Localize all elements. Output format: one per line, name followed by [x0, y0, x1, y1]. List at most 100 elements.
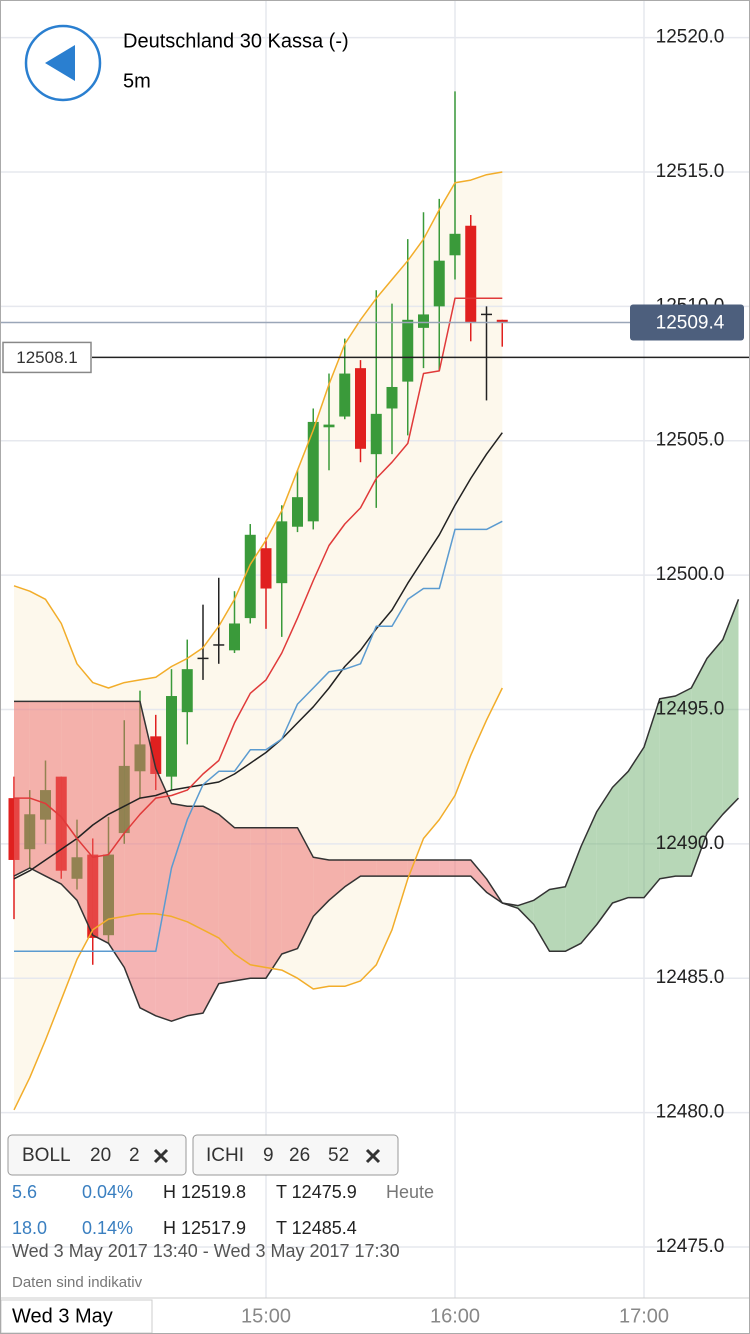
candle-body	[418, 314, 429, 328]
cloud-fill	[250, 827, 266, 979]
stat: H 12519.8	[163, 1182, 246, 1202]
cloud-fill	[565, 846, 581, 952]
note: Daten sind indikativ	[12, 1274, 143, 1291]
cloud-fill	[124, 701, 140, 1008]
cloud-fill	[29, 701, 46, 877]
date-label: Wed 3 May	[12, 1305, 113, 1327]
candle-body	[229, 623, 240, 651]
y-tick-label: 12500.0	[656, 564, 725, 585]
indicator-name: ICHI	[206, 1145, 244, 1166]
y-tick-label: 12480.0	[656, 1102, 725, 1123]
crosshair-box	[2, 341, 92, 374]
indicator-param: 20	[90, 1145, 111, 1166]
cloud-fill	[61, 701, 77, 901]
cloud-fill	[707, 639, 723, 834]
stat: T 12485.4	[276, 1218, 357, 1238]
cloud-fill	[92, 701, 109, 944]
candle-body	[386, 386, 398, 409]
indicator-name: BOLL	[22, 1145, 71, 1166]
x-tick-label: 16:00	[430, 1305, 480, 1327]
cloud-fill	[675, 687, 692, 877]
cloud-fill	[155, 768, 172, 1022]
cloud-fill	[439, 859, 455, 877]
cloud-fill	[77, 701, 93, 936]
cloud-line	[14, 700, 740, 953]
cloud-fill	[628, 747, 644, 898]
indicator-line	[14, 520, 503, 953]
y-tick-label: 12495.0	[656, 698, 725, 719]
indicator-chip[interactable]	[7, 1134, 187, 1176]
candle-body	[260, 548, 272, 589]
cloud-fill	[533, 889, 550, 952]
cloud-fill	[518, 900, 534, 925]
stat: 18.0	[12, 1218, 47, 1238]
candle-body	[276, 521, 288, 584]
indicator-param: 9	[263, 1145, 274, 1166]
y-tick-label: 12515.0	[656, 161, 725, 182]
cloud-fill	[691, 658, 707, 877]
y-tick-label: 12505.0	[656, 430, 725, 451]
last-price-box	[630, 304, 744, 341]
candle-body	[244, 534, 256, 619]
cloud-fill	[281, 827, 298, 955]
y-tick-label: 12475.0	[656, 1236, 725, 1257]
candle-body	[496, 319, 508, 323]
band-line	[13, 687, 503, 1111]
interval: 5m	[123, 70, 151, 92]
remove-icon[interactable]	[153, 1148, 169, 1164]
crosshair-label: 12508.1	[16, 348, 77, 367]
stat: 0.04%	[82, 1182, 133, 1202]
candle-body	[402, 319, 414, 382]
candle-body	[339, 373, 351, 417]
cloud-fill	[140, 701, 156, 1016]
cloud-fill	[297, 827, 314, 949]
x-tick-label: 17:00	[619, 1305, 669, 1327]
indicator-chip[interactable]	[192, 1134, 399, 1176]
cloud-fill	[313, 857, 329, 917]
stat: 5.6	[12, 1182, 37, 1202]
candle-body	[433, 260, 445, 307]
indicator-param: 52	[328, 1145, 349, 1166]
candle-body	[166, 696, 177, 777]
cloud-fill	[108, 701, 125, 968]
cloud-fill	[45, 701, 62, 885]
indicator-line	[14, 297, 503, 859]
cloud-fill	[203, 806, 219, 1014]
candle-body	[292, 497, 303, 527]
cloud-fill	[392, 859, 408, 877]
x-axis: 15:00 16:00 17:00	[241, 1305, 669, 1327]
stat: Heute	[386, 1182, 434, 1202]
cloud-fill	[266, 827, 282, 979]
candle-body	[323, 424, 335, 428]
back-icon	[45, 45, 75, 81]
candle-body	[370, 413, 382, 455]
remove-icon[interactable]	[365, 1148, 381, 1164]
cloud-fill	[455, 859, 471, 877]
title: Deutschland 30 Kassa (-)	[123, 30, 349, 52]
cloud-fill	[171, 803, 188, 1022]
stat: H 12517.9	[163, 1218, 246, 1238]
cloud-fill	[234, 827, 251, 981]
cloud-fill	[644, 698, 660, 898]
cloud-fill	[549, 886, 566, 952]
y-tick-label: 12520.0	[656, 27, 725, 48]
cloud-fill	[722, 599, 739, 815]
cloud-fill	[187, 806, 203, 1016]
candle-body	[150, 736, 162, 774]
indicator-param: 2	[129, 1145, 140, 1166]
indicator-param: 26	[289, 1145, 310, 1166]
cloud-fill	[423, 859, 440, 877]
cloud-line	[13, 599, 740, 1022]
indicator-line	[13, 432, 503, 880]
cloud-fill	[218, 814, 235, 984]
cloud-fill	[407, 859, 424, 877]
candle-body	[449, 233, 461, 256]
cloud-fill	[596, 787, 613, 925]
x-tick-label: 15:00	[241, 1305, 291, 1327]
y-tick-label: 12490.0	[656, 833, 725, 854]
cloud-fill	[659, 696, 676, 879]
plot: 12520.012515.012510.012505.012500.012495…	[0, 0, 750, 1298]
cloud-fill	[612, 771, 629, 903]
